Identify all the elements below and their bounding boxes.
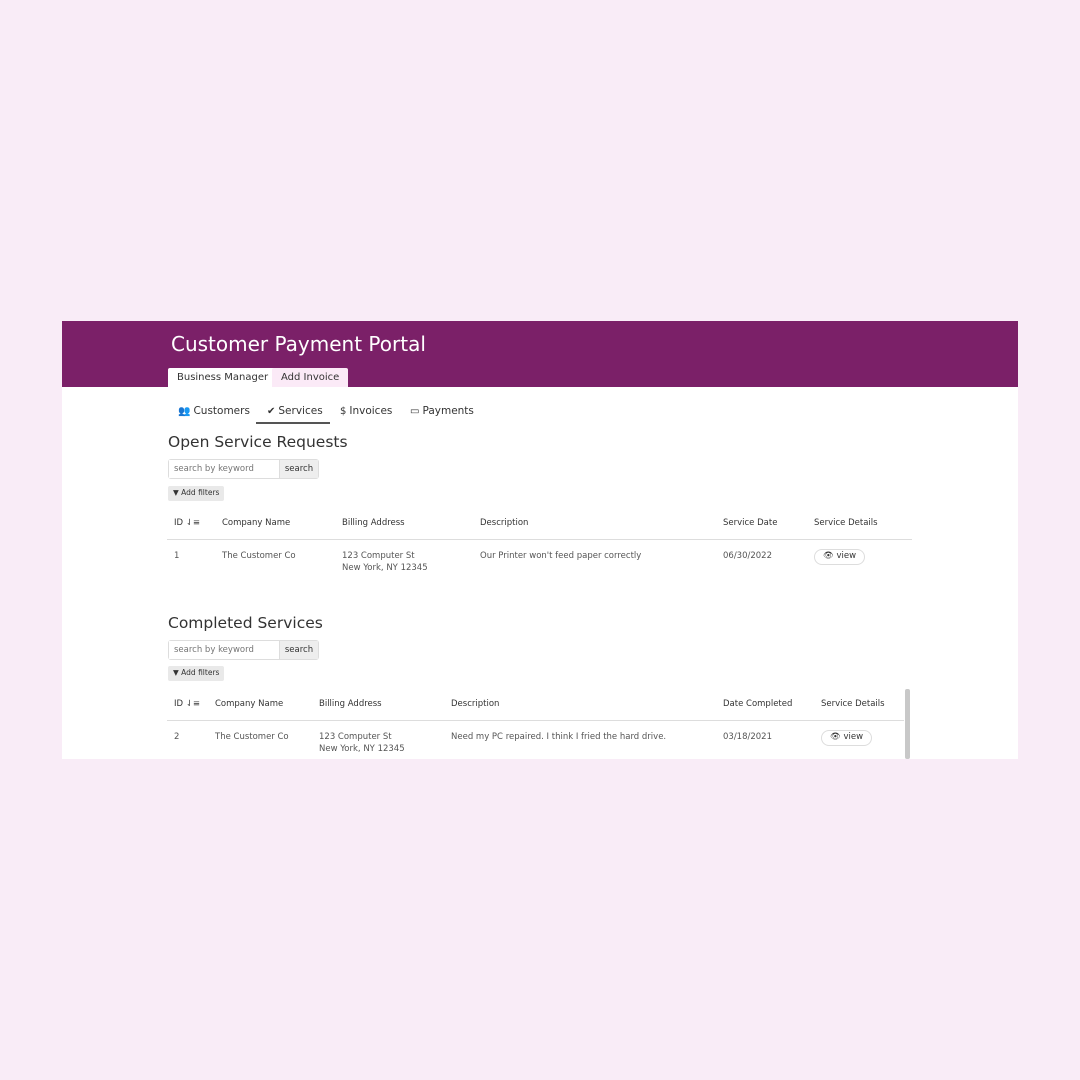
col-description: Description bbox=[480, 518, 529, 528]
cell-address: 123 Computer St New York, NY 12345 bbox=[319, 732, 405, 754]
eye-icon: 👁 bbox=[823, 551, 834, 561]
col-id[interactable]: ID ⇃≡ bbox=[174, 518, 201, 528]
tab-add-invoice[interactable]: Add Invoice bbox=[272, 368, 349, 387]
cell-description: Need my PC repaired. I think I fried the… bbox=[451, 732, 667, 742]
portal-window: Customer Payment Portal Business Manager… bbox=[62, 321, 1018, 759]
col-details: Service Details bbox=[814, 518, 878, 528]
check-circle-icon: ✔ bbox=[267, 406, 276, 417]
completed-search-input[interactable] bbox=[169, 641, 279, 659]
col-id[interactable]: ID ⇃≡ bbox=[174, 699, 201, 709]
divider bbox=[167, 720, 904, 721]
view-button[interactable]: 👁 view bbox=[821, 730, 873, 746]
completed-search-button[interactable]: search bbox=[279, 641, 318, 659]
col-date-completed: Date Completed bbox=[723, 699, 793, 709]
view-button[interactable]: 👁 view bbox=[814, 549, 866, 565]
open-search-input[interactable] bbox=[169, 460, 279, 478]
filter-icon: ▼ bbox=[173, 668, 179, 677]
open-requests-title: Open Service Requests bbox=[168, 433, 348, 451]
eye-icon: 👁 bbox=[830, 732, 841, 742]
col-company: Company Name bbox=[222, 518, 291, 528]
col-description: Description bbox=[451, 699, 500, 709]
users-icon: 👥 bbox=[178, 406, 191, 417]
app-title: Customer Payment Portal bbox=[171, 332, 426, 356]
cell-id: 2 bbox=[174, 732, 180, 742]
col-date: Service Date bbox=[723, 518, 778, 528]
open-search: search bbox=[168, 459, 319, 479]
cell-date: 03/18/2021 bbox=[723, 732, 772, 742]
credit-card-icon: ▭ bbox=[410, 406, 420, 417]
cell-date: 06/30/2022 bbox=[723, 551, 772, 561]
header: Customer Payment Portal Business Manager… bbox=[62, 321, 1018, 387]
tab-business-manager[interactable]: Business Manager bbox=[168, 368, 278, 387]
nav-payments[interactable]: ▭ Payments bbox=[410, 405, 474, 417]
open-add-filters-button[interactable]: ▼ Add filters bbox=[168, 486, 225, 501]
completed-services-title: Completed Services bbox=[168, 614, 323, 632]
active-tab-indicator bbox=[256, 422, 330, 424]
cell-company: The Customer Co bbox=[222, 551, 296, 561]
cell-company: The Customer Co bbox=[215, 732, 289, 742]
filter-icon: ▼ bbox=[173, 488, 179, 497]
dollar-icon: $ bbox=[340, 406, 347, 417]
sort-icon[interactable]: ⇃≡ bbox=[185, 699, 201, 709]
nav-customers[interactable]: 👥 Customers bbox=[178, 405, 250, 417]
cell-description: Our Printer won't feed paper correctly bbox=[480, 551, 642, 561]
open-search-button[interactable]: search bbox=[279, 460, 318, 478]
col-company: Company Name bbox=[215, 699, 284, 709]
cell-id: 1 bbox=[174, 551, 180, 561]
completed-search: search bbox=[168, 640, 319, 660]
col-details: Service Details bbox=[821, 699, 885, 709]
completed-add-filters-button[interactable]: ▼ Add filters bbox=[168, 666, 225, 681]
nav-invoices[interactable]: $ Invoices bbox=[340, 405, 393, 417]
scrollbar[interactable] bbox=[905, 689, 910, 759]
col-address: Billing Address bbox=[319, 699, 382, 709]
col-address: Billing Address bbox=[342, 518, 405, 528]
cell-address: 123 Computer St New York, NY 12345 bbox=[342, 551, 428, 573]
nav-services[interactable]: ✔ Services bbox=[267, 405, 323, 417]
divider bbox=[167, 539, 912, 540]
sort-icon[interactable]: ⇃≡ bbox=[185, 518, 201, 528]
